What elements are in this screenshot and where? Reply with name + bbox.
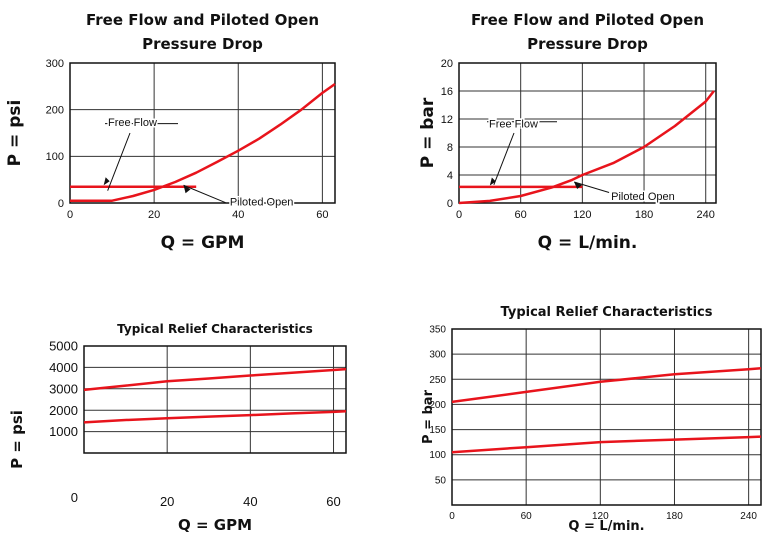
chart-title: Free Flow and Piloted Open [86, 11, 319, 29]
y-tick-label: 0 [71, 490, 78, 505]
plot-frame [458, 62, 717, 204]
x-tick-label: 0 [456, 209, 462, 221]
y-tick-label: 100 [429, 450, 446, 461]
y-tick-label: 4 [447, 170, 453, 182]
y-tick-label: 150 [429, 425, 446, 436]
y-tick-label: 5000 [49, 339, 78, 354]
y-tick-label: 300 [46, 58, 64, 70]
y-tick-label: 0 [58, 198, 64, 210]
annotation-arrow [107, 132, 131, 191]
annotation-piloted-open: Piloted Open [230, 196, 294, 208]
chart-title: Typical Relief Characteristics [501, 305, 713, 320]
x-axis-label: Q = GPM [161, 233, 245, 253]
x-axis-label: Q = L/min. [568, 519, 644, 534]
arrow-head-icon [183, 185, 191, 194]
y-tick-label: 4000 [49, 360, 78, 375]
x-tick-label: 60 [515, 209, 527, 221]
x-tick-label: 120 [592, 511, 609, 522]
y-tick-label: 300 [429, 350, 446, 361]
x-tick-label: 180 [635, 209, 653, 221]
x-tick-label: 60 [316, 209, 328, 221]
annotation-piloted-open: Piloted Open [611, 191, 675, 203]
y-tick-label: 200 [429, 400, 446, 411]
y-tick-label: 100 [46, 151, 64, 163]
x-tick-label: 20 [160, 494, 174, 509]
series-line-2 [70, 82, 336, 202]
annotation-arrow [183, 184, 226, 204]
series-line-1 [83, 367, 347, 392]
arrow-head-icon [489, 177, 496, 186]
annotation-arrow [573, 181, 610, 193]
annotation-free-flow: Free Flow [489, 118, 538, 130]
chart-title: Free Flow and Piloted Open [471, 11, 704, 29]
chart-title: Pressure Drop [527, 35, 648, 53]
y-axis-label: P = bar [421, 389, 436, 444]
chart-title: Pressure Drop [142, 35, 263, 53]
annotation-free-flow: Free Flow [108, 117, 157, 129]
x-tick-label: 60 [521, 511, 533, 522]
y-tick-label: 16 [441, 86, 453, 98]
x-tick-label: 240 [740, 511, 757, 522]
series-line-2 [83, 410, 347, 424]
y-tick-label: 8 [447, 142, 453, 154]
plot-frame [83, 345, 347, 454]
arrow-head-icon [574, 182, 583, 189]
y-tick-label: 200 [46, 105, 64, 117]
annotation-arrow [493, 132, 515, 185]
x-axis-label: Q = GPM [178, 516, 252, 534]
x-tick-label: 0 [67, 209, 73, 221]
x-tick-label: 40 [243, 494, 257, 509]
x-tick-label: 20 [148, 209, 160, 221]
series-line-1 [451, 366, 762, 404]
y-tick-label: 3000 [49, 381, 78, 396]
y-tick-label: 1000 [49, 424, 78, 439]
x-tick-label: 120 [573, 209, 591, 221]
y-tick-label: 250 [429, 375, 446, 386]
x-axis-label: Q = L/min. [538, 233, 638, 253]
x-tick-label: 240 [697, 209, 715, 221]
y-axis-label: P = psi [8, 410, 26, 469]
y-tick-label: 20 [441, 58, 453, 70]
y-tick-label: 50 [435, 475, 447, 486]
y-axis-label: P = psi [5, 100, 25, 167]
y-tick-label: 2000 [49, 403, 78, 418]
y-tick-label: 12 [441, 114, 453, 126]
y-axis-label: P = bar [418, 97, 438, 168]
series-line-2 [458, 90, 715, 205]
chart-title: Typical Relief Characteristics [117, 322, 313, 336]
y-tick-label: 0 [447, 198, 453, 210]
y-tick-label: 350 [429, 325, 446, 336]
x-tick-label: 0 [449, 511, 455, 522]
series-line-2 [451, 435, 762, 454]
plot-frame [451, 328, 762, 506]
x-tick-label: 180 [666, 511, 683, 522]
x-tick-label: 40 [232, 209, 244, 221]
arrow-head-icon [103, 177, 110, 186]
x-tick-label: 60 [326, 494, 340, 509]
plot-frame [69, 62, 336, 204]
